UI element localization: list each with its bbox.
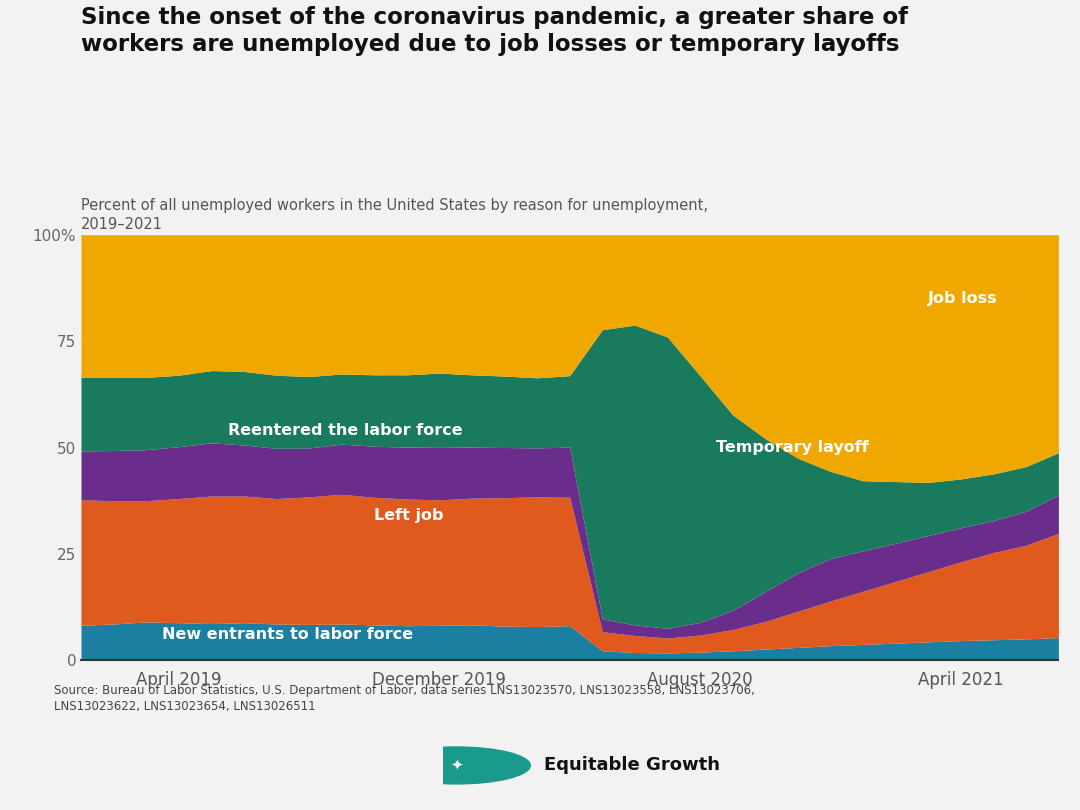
Circle shape: [382, 747, 530, 784]
Text: ✦: ✦: [450, 758, 463, 773]
Text: New entrants to labor force: New entrants to labor force: [162, 627, 414, 642]
Text: Source: Bureau of Labor Statistics, U.S. Department of Labor, data series LNS130: Source: Bureau of Labor Statistics, U.S.…: [54, 684, 755, 714]
Text: Since the onset of the coronavirus pandemic, a greater share of
workers are unem: Since the onset of the coronavirus pande…: [81, 6, 908, 56]
Text: Left job: Left job: [375, 508, 444, 523]
Text: Percent of all unemployed workers in the United States by reason for unemploymen: Percent of all unemployed workers in the…: [81, 198, 708, 232]
Text: Reentered the labor force: Reentered the labor force: [228, 423, 462, 438]
Text: Equitable Growth: Equitable Growth: [544, 757, 720, 774]
Text: Job loss: Job loss: [928, 291, 998, 306]
Text: Temporary layoff: Temporary layoff: [716, 440, 869, 455]
